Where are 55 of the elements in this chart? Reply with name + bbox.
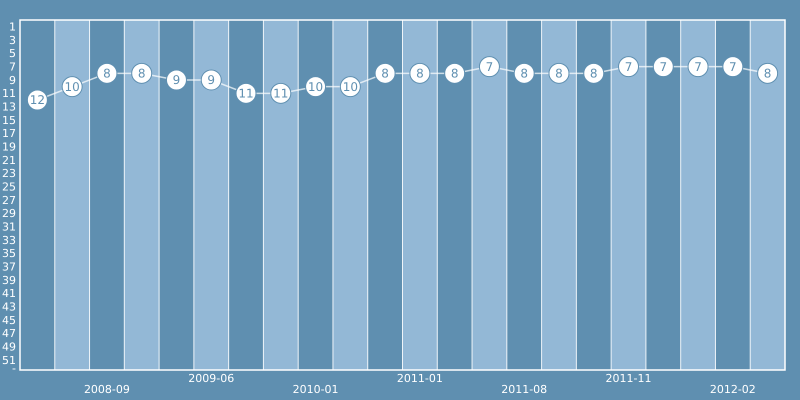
y-tick-label: 9 [9,74,16,87]
y-tick-label: 23 [2,167,16,180]
data-label: 10 [64,80,80,94]
y-tick-label: 11 [2,87,16,100]
y-tick-label: 49 [2,340,16,354]
x-tick-label: 2011-01 [396,372,443,385]
data-label: 8 [450,66,458,81]
y-tick-label: 35 [2,247,16,260]
y-tick-label: 17 [2,127,16,140]
y-tick-label: 3 [9,34,16,47]
y-tick-label: 47 [2,327,16,340]
data-label: 10 [308,80,324,94]
y-tick-label: 37 [2,260,16,274]
data-label: 11 [273,86,288,101]
y-tick-label: 25 [2,180,16,194]
y-tick-label: 45 [2,314,16,327]
x-tick-label: 2011-11 [606,372,652,385]
y-tick-label: 19 [2,140,16,154]
y-tick-label: 43 [2,300,16,314]
data-label: 8 [555,66,563,81]
y-tick-label: 27 [2,194,16,207]
data-label: 9 [172,73,180,88]
y-tick-label: 31 [2,220,16,234]
data-label: 7 [729,60,737,74]
x-tick-label: 2012-02 [710,383,756,396]
data-label: 11 [238,86,254,101]
y-tick-label: 41 [2,287,16,300]
y-tick-label: 7 [9,60,16,74]
y-tick-label: 1 [9,20,16,34]
x-tick-label: 2011-08 [501,383,548,396]
data-label: 8 [520,66,528,81]
data-label: 7 [486,60,494,74]
data-label: 7 [694,60,702,74]
y-tick-label: 13 [2,100,16,114]
data-label: 8 [764,66,772,81]
x-tick-label: 2008-09 [84,383,130,396]
data-label: 7 [659,60,668,74]
data-label: 8 [103,66,111,81]
data-label: 9 [207,73,216,88]
data-label: 8 [416,66,424,81]
y-tick-label: 39 [2,274,16,287]
data-label: 8 [138,66,146,81]
data-label: 10 [342,80,358,94]
data-label: 12 [30,93,46,108]
y-tick-label: 21 [2,154,16,167]
y-tick-label: 29 [2,207,16,220]
y-tick-label: 51 [2,354,16,367]
y-tick-label: 15 [2,114,16,127]
x-tick-label: 2009-06 [188,372,234,385]
x-tick-label: 2010-01 [292,383,339,396]
data-label: 8 [590,66,598,81]
y-tick-label: 5 [9,47,16,60]
data-label: 8 [381,66,389,81]
y-tick-label: 33 [2,234,16,247]
data-label: 7 [624,60,632,74]
